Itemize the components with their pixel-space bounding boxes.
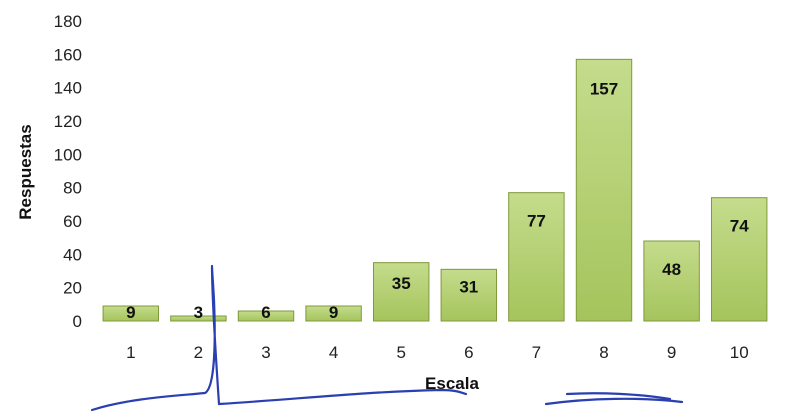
data-label: 77 <box>527 212 546 231</box>
bar <box>643 240 700 322</box>
y-tick-label: 120 <box>54 112 82 131</box>
data-label: 74 <box>730 217 749 236</box>
y-tick-label: 20 <box>63 279 82 298</box>
pen-stroke-right <box>544 392 684 406</box>
y-axis-title: Respuestas <box>16 124 35 219</box>
y-tick-label: 140 <box>54 79 82 98</box>
bar <box>575 58 633 322</box>
y-axis: 0 20 40 60 80 100 120 140 160 180 <box>54 12 82 331</box>
bar <box>102 305 160 322</box>
data-label: 9 <box>329 303 338 322</box>
x-tick-label: 2 <box>194 343 203 362</box>
data-label: 6 <box>261 303 270 322</box>
x-tick-label: 10 <box>730 343 749 362</box>
x-tick-label: 1 <box>126 343 135 362</box>
x-tick-label: 8 <box>599 343 608 362</box>
x-tick-label: 6 <box>464 343 473 362</box>
y-tick-label: 100 <box>54 145 82 164</box>
bar <box>170 315 227 322</box>
x-axis: 1 2 3 4 5 6 7 8 9 10 <box>126 343 749 362</box>
x-tick-label: 7 <box>532 343 541 362</box>
y-tick-label: 0 <box>73 312 82 331</box>
y-tick-label: 40 <box>63 245 82 264</box>
bar <box>710 197 768 322</box>
data-label: 157 <box>590 79 618 98</box>
bar <box>440 268 498 322</box>
pen-stroke-left <box>90 264 221 412</box>
bar <box>372 262 430 322</box>
bars <box>102 58 768 322</box>
pen-annotations <box>90 264 684 412</box>
y-tick-label: 180 <box>54 12 82 31</box>
bar <box>305 305 362 322</box>
data-labels: 9 3 6 9 35 31 77 157 48 74 <box>126 79 749 322</box>
data-label: 35 <box>392 274 411 293</box>
bar <box>508 192 565 322</box>
x-tick-label: 4 <box>329 343 338 362</box>
bar <box>237 310 295 322</box>
data-label: 31 <box>459 278 478 297</box>
data-label: 48 <box>662 260 681 279</box>
x-axis-title: Escala <box>425 374 479 393</box>
pen-stroke-middle <box>217 388 468 406</box>
data-label: 3 <box>194 303 203 322</box>
y-tick-label: 60 <box>63 212 82 231</box>
x-tick-label: 5 <box>396 343 405 362</box>
y-tick-label: 160 <box>54 45 82 64</box>
x-tick-label: 9 <box>667 343 676 362</box>
x-tick-label: 3 <box>261 343 270 362</box>
data-label: 9 <box>126 303 135 322</box>
y-tick-label: 80 <box>63 179 82 198</box>
